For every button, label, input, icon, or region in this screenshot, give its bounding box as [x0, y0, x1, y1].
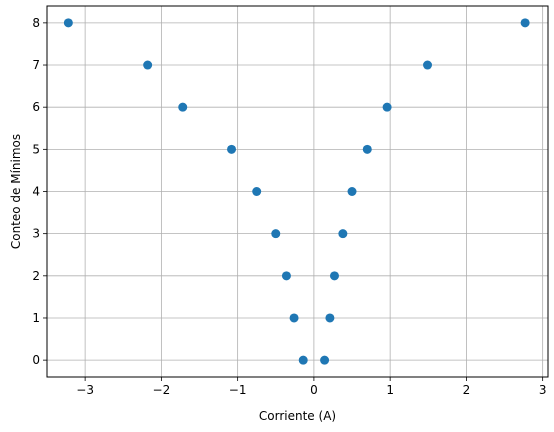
points-layer — [63, 18, 530, 365]
data-point — [281, 271, 291, 281]
data-point — [382, 102, 392, 112]
y-tick-label: 3 — [32, 227, 40, 241]
x-tick-label: −3 — [76, 383, 94, 397]
data-point — [338, 229, 348, 239]
y-tick-label: 6 — [32, 100, 40, 114]
x-tick-label: −2 — [153, 383, 171, 397]
data-point — [252, 187, 262, 196]
x-tick-label: 1 — [386, 383, 394, 397]
data-point — [271, 229, 281, 239]
x-tick-label: 3 — [539, 383, 547, 397]
y-tick-label: 8 — [32, 16, 40, 30]
x-tick-label: 0 — [310, 383, 318, 397]
y-tick-label: 4 — [32, 185, 40, 199]
y-tick-label: 2 — [32, 269, 40, 283]
data-point — [289, 313, 299, 323]
y-tick-label: 0 — [32, 353, 40, 367]
ticks-layer: −3 −2 −1 0 1 2 3 0 1 2 3 4 5 6 7 8 — [32, 16, 546, 397]
data-point — [298, 355, 308, 365]
y-tick-label: 5 — [32, 142, 40, 156]
data-point — [178, 102, 188, 112]
data-point — [423, 60, 433, 70]
data-point — [362, 144, 372, 154]
data-point — [63, 18, 73, 28]
data-point — [329, 271, 339, 281]
data-point — [143, 60, 153, 70]
x-tick-label: −1 — [229, 383, 247, 397]
x-axis-label: Corriente (A) — [259, 409, 336, 423]
x-tick-label: 2 — [463, 383, 471, 397]
data-point — [227, 144, 237, 154]
y-tick-label: 1 — [32, 311, 40, 325]
data-point — [325, 313, 335, 323]
data-point — [347, 187, 357, 196]
grid-layer — [47, 6, 548, 377]
data-point — [520, 18, 530, 28]
y-tick-label: 7 — [32, 58, 40, 72]
data-point — [320, 355, 330, 365]
y-axis-label: Conteo de Mínimos — [9, 134, 23, 249]
